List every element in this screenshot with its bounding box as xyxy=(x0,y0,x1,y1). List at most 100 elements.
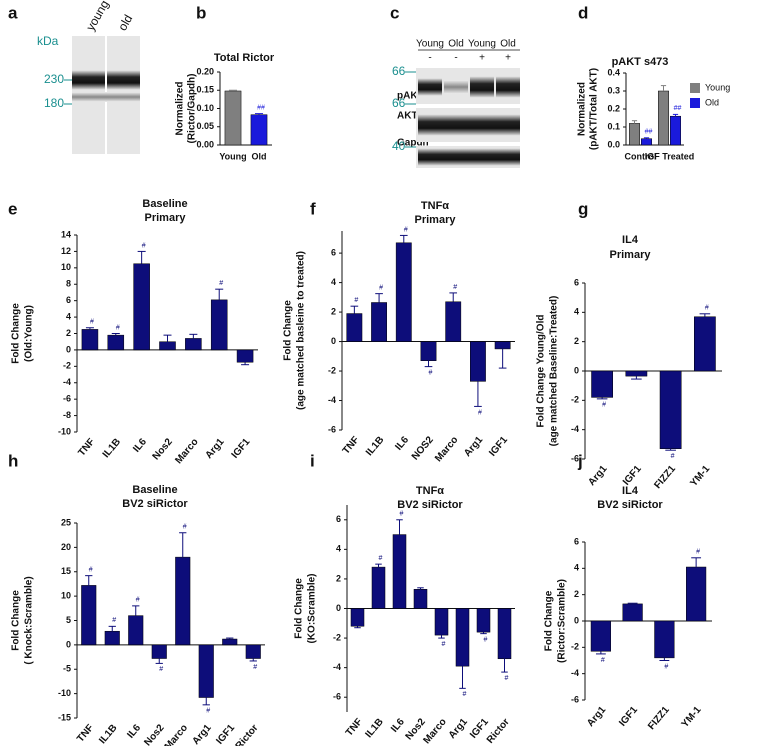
y-tick-label: 6 xyxy=(331,247,336,257)
y-tick-label: -10 xyxy=(58,426,71,436)
bar xyxy=(670,115,681,146)
y-tick-label: 0.00 xyxy=(196,139,214,149)
significance: ## xyxy=(257,104,265,111)
lane-label: Young xyxy=(416,39,444,50)
y-tick-label: 10 xyxy=(61,591,71,601)
lane-label: Young xyxy=(468,39,496,50)
significance: # xyxy=(664,663,668,670)
y-tick-label: -4 xyxy=(328,395,336,405)
bar xyxy=(350,608,365,627)
bar xyxy=(175,556,191,646)
bar xyxy=(151,644,167,659)
y-axis-label: Fold Change Young/Old xyxy=(536,315,547,428)
x-tick-label: IGF1 xyxy=(214,722,237,746)
panel-label: e xyxy=(8,199,17,218)
chart-title: Total Rictor xyxy=(214,52,275,64)
x-tick-label: Nos2 xyxy=(142,722,166,746)
lane-label: Old xyxy=(448,39,464,50)
x-tick-label: Arg1 xyxy=(585,704,608,729)
y-tick-label: 25 xyxy=(61,517,71,527)
significance: # xyxy=(484,636,488,643)
bar xyxy=(659,370,682,449)
y-tick-label: 0.4 xyxy=(607,67,620,77)
y-tick-label: -2 xyxy=(333,632,341,642)
y-tick-label: 20 xyxy=(61,542,71,552)
bar xyxy=(445,301,462,342)
significance: # xyxy=(400,511,404,518)
x-tick-label: Arg1 xyxy=(586,463,609,488)
chart-title: Primary xyxy=(610,249,652,261)
y-tick-label: -2 xyxy=(63,361,71,371)
x-tick-label: TNF xyxy=(76,437,97,459)
bar xyxy=(128,615,144,646)
y-tick-label: 0.1 xyxy=(607,121,620,131)
panel-label: h xyxy=(8,451,18,470)
y-axis-label: (Rictor/Gapdh) xyxy=(187,74,198,144)
x-tick-label: TNF xyxy=(344,717,365,739)
bar xyxy=(81,329,99,351)
y-tick-label: -6 xyxy=(328,424,336,434)
y-tick-label: 6 xyxy=(66,295,71,305)
band xyxy=(470,76,494,98)
lane-label: young xyxy=(83,0,111,33)
y-tick-label: 0.15 xyxy=(196,85,214,95)
y-axis-label: Fold Change xyxy=(544,590,555,651)
y-axis-label: (age matched basleine to treated) xyxy=(296,251,307,410)
y-tick-label: 2 xyxy=(574,589,579,599)
y-axis-label: (KO:Scramble) xyxy=(307,573,318,643)
significance: # xyxy=(159,666,163,673)
y-tick-label: 6 xyxy=(336,514,341,524)
y-tick-label: 6 xyxy=(574,277,579,287)
significance: # xyxy=(112,617,116,624)
x-tick-label: Arg1 xyxy=(462,434,485,459)
x-tick-label: IL1B xyxy=(363,717,385,741)
x-tick-label: Marco xyxy=(433,435,460,465)
significance: # xyxy=(671,453,675,460)
bar xyxy=(250,114,268,146)
bar xyxy=(694,316,716,372)
y-tick-label: 0 xyxy=(336,603,341,613)
significance: # xyxy=(478,409,482,416)
bar xyxy=(686,566,707,622)
y-tick-label: 0.05 xyxy=(196,121,214,131)
bar xyxy=(497,608,512,660)
bar xyxy=(658,90,669,146)
row-label: AKT xyxy=(397,111,418,122)
marker: 66 xyxy=(392,64,406,78)
row-label: Gapdh xyxy=(397,138,429,149)
significance: # xyxy=(142,242,146,249)
row-label: pAKT xyxy=(397,91,424,102)
bar xyxy=(245,644,261,659)
significance: ## xyxy=(674,105,682,112)
x-tick-label: Marco xyxy=(173,437,200,467)
y-tick-label: 2 xyxy=(66,328,71,338)
bar xyxy=(629,123,640,146)
chart-title: TNFα xyxy=(416,485,444,497)
x-tick-label: IGF1 xyxy=(617,704,640,728)
bar xyxy=(392,534,407,609)
y-tick-label: 0.20 xyxy=(196,66,214,76)
significance: # xyxy=(116,324,120,331)
y-tick-label: -4 xyxy=(571,668,579,678)
blot-a: a kDa young old 230 180 xyxy=(8,0,140,154)
y-tick-label: 8 xyxy=(66,279,71,289)
chart-title: BV2 siRictor xyxy=(397,499,463,511)
bar xyxy=(222,638,238,646)
y-tick-label: -2 xyxy=(328,365,336,375)
y-tick-label: 0.3 xyxy=(607,85,620,95)
bar xyxy=(133,263,150,351)
marker: 40 xyxy=(392,139,406,153)
treatment: - xyxy=(454,53,457,64)
x-tick-label: IL6 xyxy=(389,716,407,734)
x-tick-label: Nos2 xyxy=(151,436,175,462)
bar xyxy=(494,341,511,350)
y-axis-label: ( Knock:Scramble) xyxy=(24,576,35,664)
y-axis-label: Fold Change xyxy=(294,578,305,639)
treatment: + xyxy=(505,53,511,64)
y-tick-label: 2 xyxy=(574,336,579,346)
significance: # xyxy=(379,284,383,291)
significance: # xyxy=(505,675,509,682)
y-tick-label: 0.2 xyxy=(607,103,620,113)
panel-label: j xyxy=(577,451,583,470)
significance: # xyxy=(354,297,358,304)
